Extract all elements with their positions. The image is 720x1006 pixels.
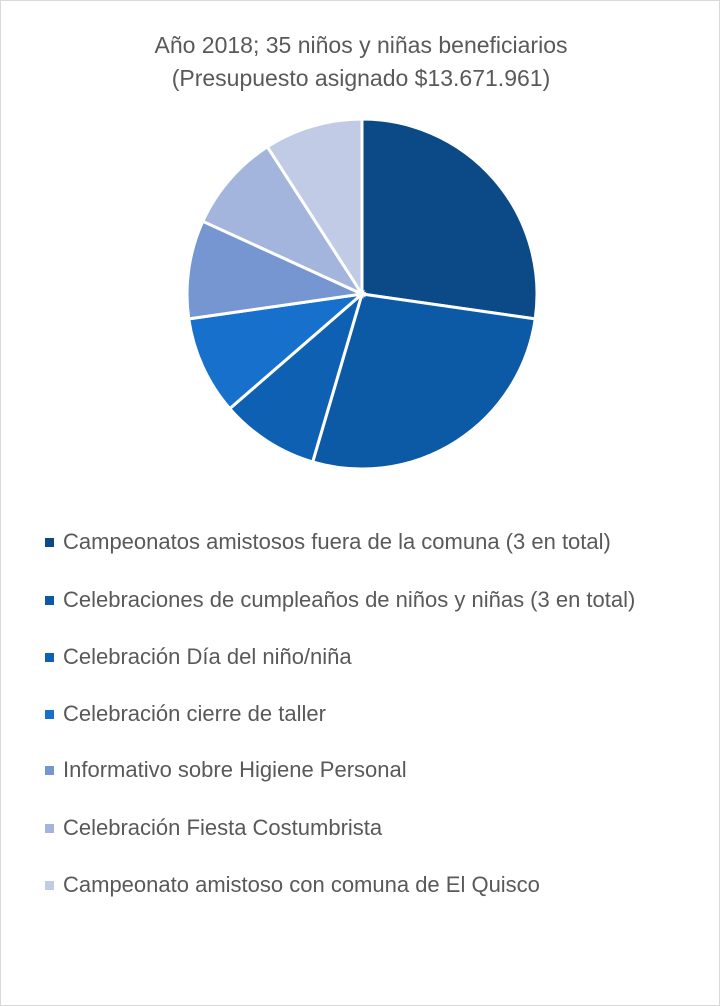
- legend-swatch: [45, 596, 54, 605]
- legend-label: Campeonato amistoso con comuna de El Qui…: [63, 872, 540, 897]
- legend-swatch: [45, 710, 54, 719]
- pie-slice: [360, 117, 539, 321]
- legend-label: Celebración Día del niño/niña: [63, 644, 352, 669]
- pie-slice: [310, 292, 537, 471]
- legend-label: Campeonatos amistosos fuera de la comuna…: [63, 529, 611, 554]
- legend-swatch: [45, 881, 54, 890]
- legend-swatch: [45, 766, 54, 775]
- chart-title: Año 2018; 35 niños y niñas beneficiarios…: [154, 32, 568, 91]
- legend-swatch: [45, 824, 54, 833]
- legend-label: Celebración Fiesta Costumbrista: [63, 815, 383, 840]
- pie-slice: [227, 289, 365, 464]
- pie-slice: [265, 117, 364, 300]
- pie-slice: [187, 291, 367, 411]
- legend-label: Informativo sobre Higiene Personal: [63, 757, 407, 782]
- legend-swatch: [45, 653, 54, 662]
- legend-swatch: [45, 538, 54, 547]
- pie-slice: [185, 219, 368, 321]
- pie-slice: [200, 144, 367, 298]
- legend-label: Celebración cierre de taller: [63, 701, 326, 726]
- legend-label: Celebraciones de cumpleaños de niños y n…: [63, 587, 636, 612]
